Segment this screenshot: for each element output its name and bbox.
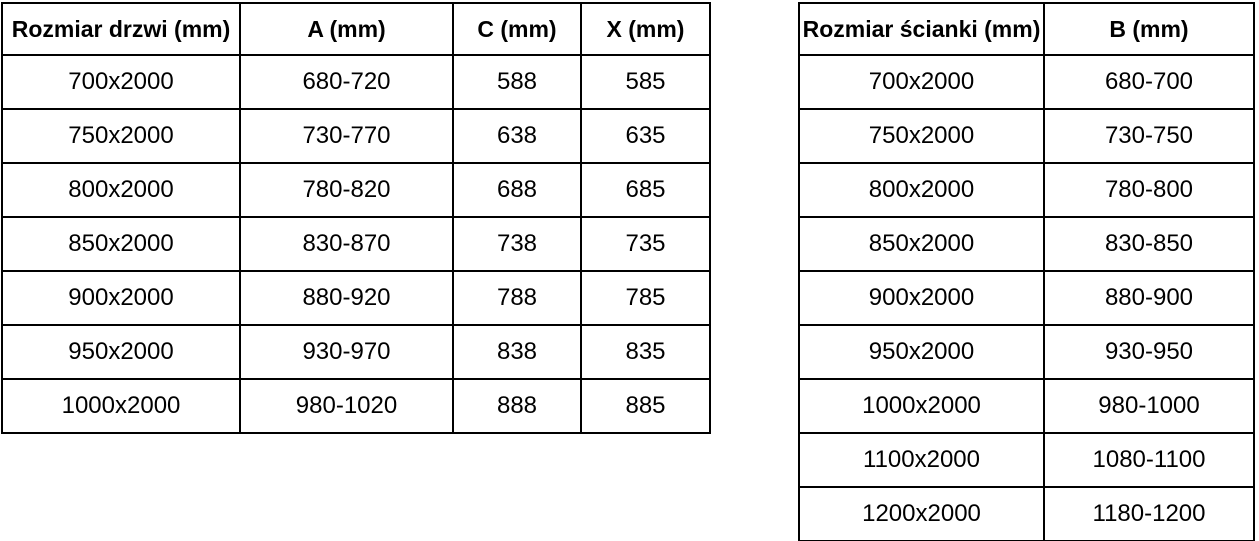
column-header: Rozmiar ścianki (mm) [798, 2, 1045, 56]
table-row: 900x2000 880-920 788 785 [1, 270, 711, 326]
table-cell: 950x2000 [798, 324, 1045, 380]
table-cell: 785 [580, 270, 711, 326]
table-row: 700x2000 680-720 588 585 [1, 54, 711, 110]
table-cell: 738 [452, 216, 582, 272]
table-row: 1200x2000 1180-1200 [798, 486, 1255, 541]
table-row: 950x2000 930-970 838 835 [1, 324, 711, 380]
column-header: X (mm) [580, 2, 711, 56]
table-cell: 750x2000 [798, 108, 1045, 164]
table-cell: 800x2000 [1, 162, 241, 218]
table-cell: 835 [580, 324, 711, 380]
table-cell: 780-800 [1043, 162, 1255, 218]
table-cell: 585 [580, 54, 711, 110]
table-row: 800x2000 780-800 [798, 162, 1255, 218]
table-row: 750x2000 730-750 [798, 108, 1255, 164]
table-row: 950x2000 930-950 [798, 324, 1255, 380]
table-cell: 1200x2000 [798, 486, 1045, 541]
table-row: 800x2000 780-820 688 685 [1, 162, 711, 218]
table-cell: 830-870 [239, 216, 454, 272]
table-row: 1000x2000 980-1000 [798, 378, 1255, 434]
table-row: 700x2000 680-700 [798, 54, 1255, 110]
table-cell: 930-970 [239, 324, 454, 380]
table-cell: 730-770 [239, 108, 454, 164]
table-row: 850x2000 830-870 738 735 [1, 216, 711, 272]
table-cell: 930-950 [1043, 324, 1255, 380]
table-cell: 1000x2000 [798, 378, 1045, 434]
table-row: 850x2000 830-850 [798, 216, 1255, 272]
table-cell: 880-900 [1043, 270, 1255, 326]
table-cell: 788 [452, 270, 582, 326]
table-cell: 1000x2000 [1, 378, 241, 434]
table-cell: 838 [452, 324, 582, 380]
table-cell: 680-700 [1043, 54, 1255, 110]
table-cell: 638 [452, 108, 582, 164]
table-cell: 588 [452, 54, 582, 110]
table-cell: 885 [580, 378, 711, 434]
table-cell: 635 [580, 108, 711, 164]
table-cell: 900x2000 [1, 270, 241, 326]
table-cell: 1080-1100 [1043, 432, 1255, 488]
table-cell: 1180-1200 [1043, 486, 1255, 541]
table-cell: 730-750 [1043, 108, 1255, 164]
table-row: 1000x2000 980-1020 888 885 [1, 378, 711, 434]
table-row: 750x2000 730-770 638 635 [1, 108, 711, 164]
table-row: 1100x2000 1080-1100 [798, 432, 1255, 488]
table-cell: 685 [580, 162, 711, 218]
table-cell: 888 [452, 378, 582, 434]
table-cell: 980-1020 [239, 378, 454, 434]
column-header: A (mm) [239, 2, 454, 56]
table-cell: 880-920 [239, 270, 454, 326]
column-header: B (mm) [1043, 2, 1255, 56]
table-row: 900x2000 880-900 [798, 270, 1255, 326]
table-cell: 700x2000 [798, 54, 1045, 110]
column-header: Rozmiar drzwi (mm) [1, 2, 241, 56]
table-cell: 780-820 [239, 162, 454, 218]
table-cell: 950x2000 [1, 324, 241, 380]
table-cell: 700x2000 [1, 54, 241, 110]
table-cell: 735 [580, 216, 711, 272]
table-cell: 680-720 [239, 54, 454, 110]
table-cell: 750x2000 [1, 108, 241, 164]
table-cell: 900x2000 [798, 270, 1045, 326]
table-header-row: Rozmiar drzwi (mm) A (mm) C (mm) X (mm) [1, 2, 711, 56]
table-cell: 688 [452, 162, 582, 218]
door-size-table: Rozmiar drzwi (mm) A (mm) C (mm) X (mm) 700x… [1, 2, 711, 434]
table-cell: 1100x2000 [798, 432, 1045, 488]
table-header-row: Rozmiar ścianki (mm) B (mm) [798, 2, 1255, 56]
table-cell: 980-1000 [1043, 378, 1255, 434]
table-cell: 800x2000 [798, 162, 1045, 218]
column-header: C (mm) [452, 2, 582, 56]
wall-size-table: Rozmiar ścianki (mm) B (mm) 700x2000 680-70… [798, 2, 1255, 541]
table-cell: 850x2000 [1, 216, 241, 272]
table-cell: 830-850 [1043, 216, 1255, 272]
table-cell: 850x2000 [798, 216, 1045, 272]
